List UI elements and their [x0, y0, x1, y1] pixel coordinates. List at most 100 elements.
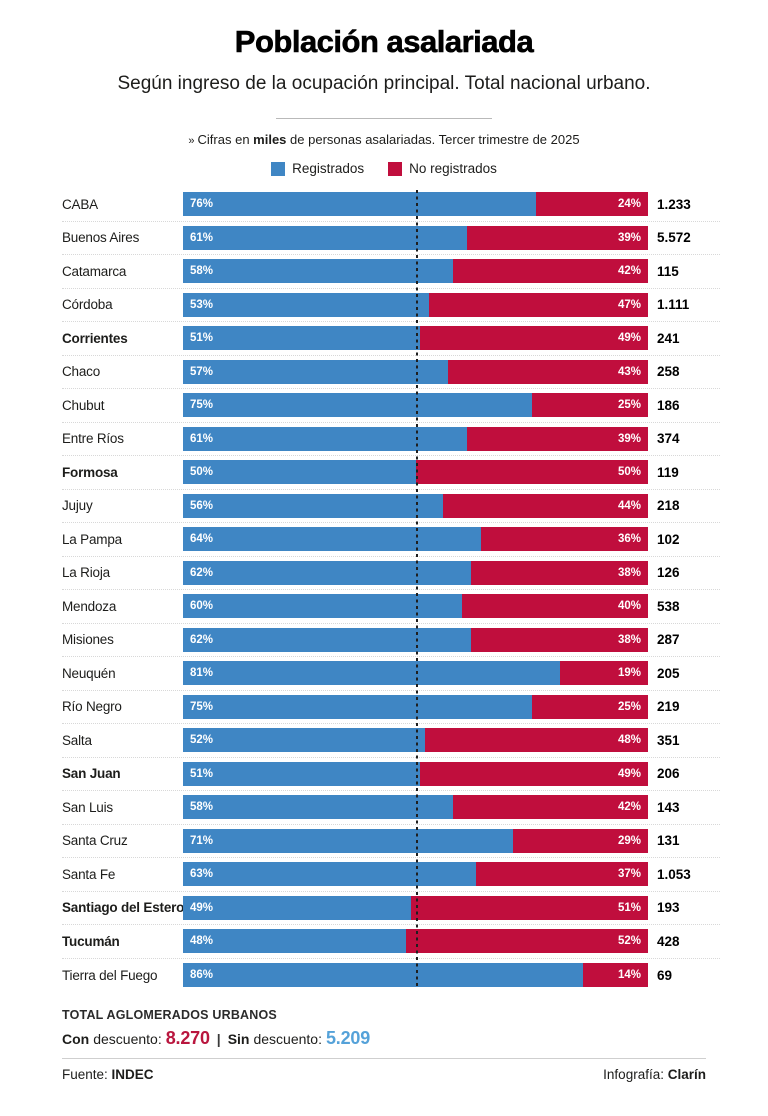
- total-value: 193: [657, 900, 680, 916]
- table-row: Tucumán 48% 52% 428: [62, 925, 720, 959]
- registered-percent-label: 75%: [190, 700, 214, 713]
- province-label: Catamarca: [62, 263, 127, 279]
- total-value: 143: [657, 799, 680, 815]
- no-registered-percent-label: 24%: [617, 198, 641, 211]
- table-row: Formosa 50% 50% 119: [62, 456, 720, 490]
- without-discount-value: 5.209: [325, 1028, 371, 1048]
- totals-title: TOTAL AGLOMERADOS URBANOS: [62, 1008, 277, 1022]
- credit-value: Clarín: [667, 1067, 706, 1082]
- legend-item-no-registered: No registrados: [388, 161, 497, 176]
- no-registered-percent-label: 51%: [617, 901, 641, 914]
- province-label: San Juan: [62, 766, 121, 782]
- registered-bar-segment: 52%: [183, 728, 425, 753]
- bar-chart-rows: CABA 76% 24% 1.233 Buenos Aires 61% 39% …: [62, 188, 720, 992]
- no-registered-percent-label: 50%: [617, 466, 641, 479]
- header-divider: [276, 118, 492, 119]
- registered-percent-label: 49%: [190, 901, 214, 914]
- total-value: 115: [657, 263, 679, 279]
- total-value: 241: [657, 330, 680, 346]
- table-row: Santa Cruz 71% 29% 131: [62, 825, 720, 858]
- stacked-bar: 62% 38%: [183, 560, 648, 585]
- no-registered-bar-segment: 39%: [466, 225, 648, 250]
- with-discount-label: descuento:: [93, 1031, 162, 1047]
- registered-bar-segment: 86%: [183, 963, 583, 988]
- registered-percent-label: 51%: [190, 332, 214, 345]
- registered-percent-label: 61%: [190, 231, 214, 244]
- table-row: Santa Fe 63% 37% 1.053: [62, 858, 720, 892]
- registered-percent-label: 63%: [190, 868, 214, 881]
- total-value: 258: [657, 364, 680, 380]
- stacked-bar: 51% 49%: [183, 761, 648, 786]
- no-registered-percent-label: 48%: [617, 734, 641, 747]
- note-text-suffix: de personas asalariadas. Tercer trimestr…: [286, 132, 580, 147]
- province-label: Santa Fe: [62, 866, 116, 882]
- no-registered-percent-label: 37%: [617, 868, 641, 881]
- stacked-bar: 75% 25%: [183, 694, 648, 719]
- total-value: 102: [657, 531, 680, 547]
- province-label: Entre Ríos: [62, 431, 124, 447]
- infographic-credit: Infografía: Clarín: [603, 1067, 706, 1082]
- no-registered-percent-label: 44%: [617, 499, 641, 512]
- no-registered-percent-label: 38%: [617, 633, 641, 646]
- stacked-bar: 48% 52%: [183, 929, 648, 954]
- registered-percent-label: 61%: [190, 432, 214, 445]
- credit-label: Infografía:: [603, 1067, 664, 1082]
- province-label: Jujuy: [62, 498, 93, 514]
- legend-registered-label: Registrados: [292, 161, 365, 176]
- no-registered-percent-label: 52%: [617, 935, 641, 948]
- registered-bar-segment: 51%: [183, 326, 421, 351]
- no-registered-percent-label: 47%: [617, 298, 641, 311]
- no-registered-bar-segment: 48%: [424, 728, 648, 753]
- province-label: La Rioja: [62, 565, 110, 581]
- registered-percent-label: 52%: [190, 734, 214, 747]
- no-registered-percent-label: 39%: [617, 231, 641, 244]
- registered-percent-label: 62%: [190, 566, 214, 579]
- no-registered-percent-label: 40%: [617, 600, 641, 613]
- no-registered-bar-segment: 49%: [420, 326, 648, 351]
- registered-bar-segment: 51%: [183, 761, 421, 786]
- without-discount-label: descuento:: [253, 1031, 322, 1047]
- legend-item-registered: Registrados: [271, 161, 364, 176]
- source-credit: Fuente: INDEC: [62, 1067, 154, 1082]
- stacked-bar: 63% 37%: [183, 862, 648, 887]
- registered-bar-segment: 62%: [183, 627, 472, 652]
- registered-bar-segment: 60%: [183, 594, 462, 619]
- table-row: Corrientes 51% 49% 241: [62, 322, 720, 356]
- total-value: 131: [657, 833, 680, 849]
- total-value: 351: [657, 732, 680, 748]
- table-row: San Luis 58% 42% 143: [62, 791, 720, 825]
- with-discount-value: 8.270: [165, 1028, 210, 1048]
- no-registered-bar-segment: 19%: [559, 661, 648, 686]
- no-registered-bar-segment: 42%: [452, 259, 648, 284]
- province-label: Tucumán: [62, 933, 120, 949]
- registered-bar-segment: 71%: [183, 828, 514, 853]
- registered-bar-segment: 81%: [183, 661, 560, 686]
- registered-percent-label: 57%: [190, 365, 214, 378]
- no-registered-bar-segment: 47%: [429, 292, 648, 317]
- province-label: Chubut: [62, 397, 105, 413]
- no-registered-bar-segment: 37%: [475, 862, 648, 887]
- registered-percent-label: 86%: [190, 969, 214, 982]
- no-registered-bar-segment: 29%: [513, 828, 648, 853]
- source-label: Fuente:: [62, 1067, 108, 1082]
- legend: Registrados No registrados: [0, 161, 768, 176]
- total-value: 1.111: [657, 297, 690, 313]
- total-value: 1.233: [657, 196, 691, 212]
- no-registered-percent-label: 49%: [617, 767, 641, 780]
- no-registered-percent-label: 42%: [617, 801, 641, 814]
- province-label: Chaco: [62, 364, 101, 380]
- registered-percent-label: 60%: [190, 600, 214, 613]
- stacked-bar: 64% 36%: [183, 527, 648, 552]
- registered-bar-segment: 49%: [183, 895, 411, 920]
- no-registered-bar-segment: 50%: [415, 460, 648, 485]
- table-row: Jujuy 56% 44% 218: [62, 490, 720, 523]
- registered-bar-segment: 75%: [183, 393, 532, 418]
- table-row: Catamarca 58% 42% 115: [62, 255, 720, 289]
- total-value: 428: [657, 933, 680, 949]
- page-title: Población asalariada: [234, 24, 534, 60]
- registered-percent-label: 58%: [190, 801, 214, 814]
- table-row: La Pampa 64% 36% 102: [62, 523, 720, 557]
- registered-percent-label: 64%: [190, 533, 214, 546]
- page-subtitle: Según ingreso de la ocupación principal.…: [117, 73, 651, 94]
- no-registered-percent-label: 39%: [617, 432, 641, 445]
